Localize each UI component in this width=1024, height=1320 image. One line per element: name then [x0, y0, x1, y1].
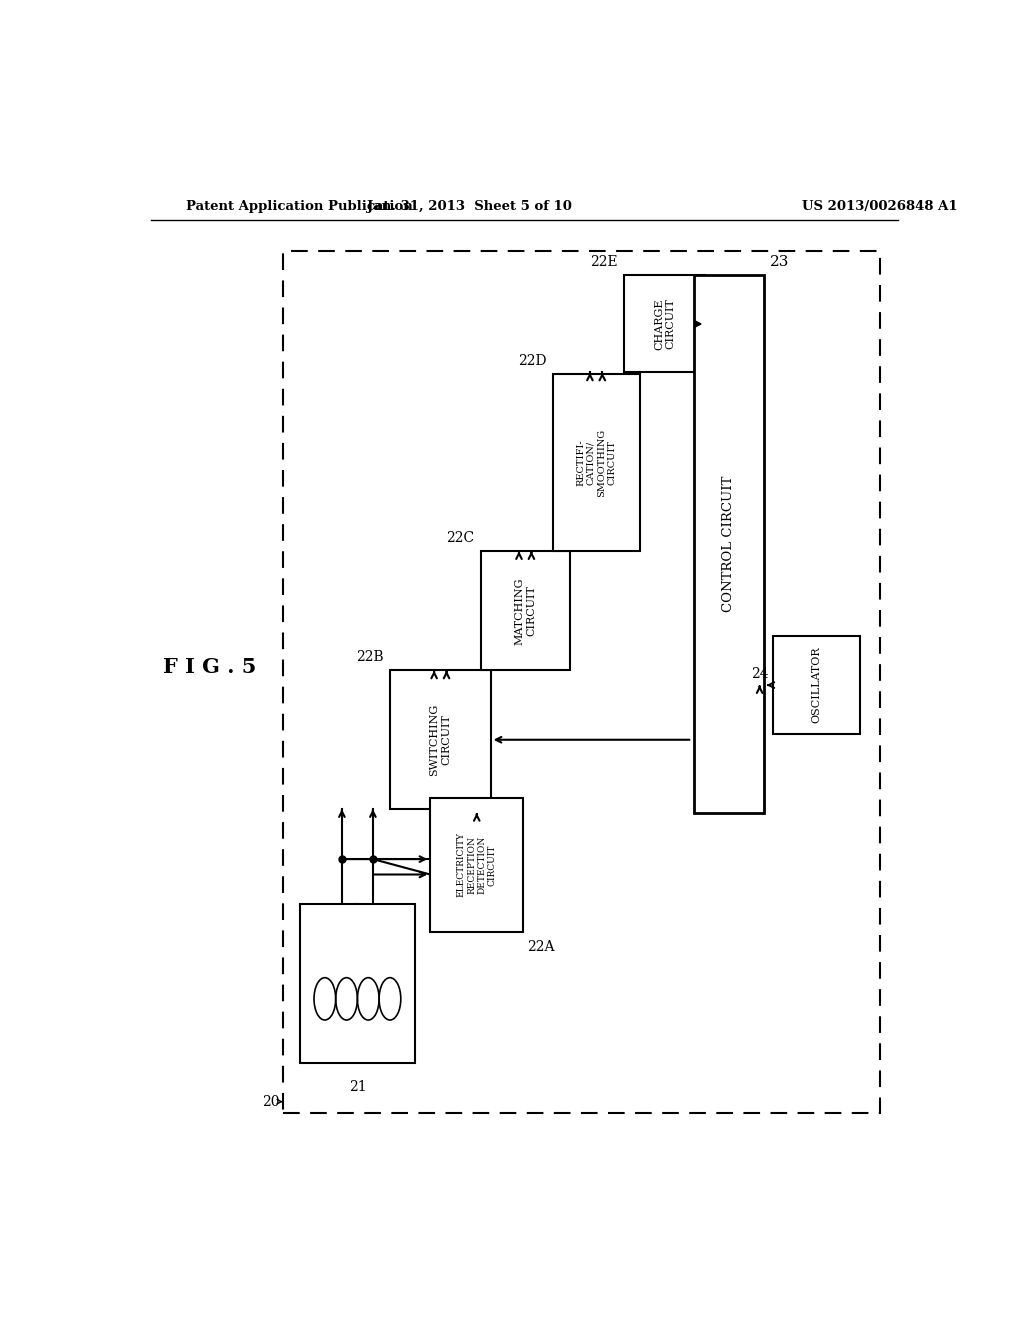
Text: US 2013/0026848 A1: US 2013/0026848 A1	[802, 199, 957, 213]
Text: ELECTRICITY
RECEPTION
DETECTION
CIRCUIT: ELECTRICITY RECEPTION DETECTION CIRCUIT	[457, 833, 497, 898]
Bar	[283, 251, 880, 1113]
Text: RECTIFI-
CATION/
SMOOTHING
CIRCUIT: RECTIFI- CATION/ SMOOTHING CIRCUIT	[575, 429, 616, 496]
Text: 21: 21	[348, 1080, 367, 1094]
Text: CHARGE
CIRCUIT: CHARGE CIRCUIT	[654, 298, 676, 350]
Text: 22E: 22E	[590, 255, 617, 269]
Text: 22A: 22A	[527, 940, 555, 954]
Bar	[773, 636, 860, 734]
Text: MATCHING
CIRCUIT: MATCHING CIRCUIT	[514, 577, 536, 644]
Text: 22D: 22D	[518, 354, 547, 368]
Bar	[480, 552, 569, 671]
Bar	[553, 374, 640, 552]
Text: 20: 20	[262, 1094, 280, 1109]
Text: CONTROL CIRCUIT: CONTROL CIRCUIT	[722, 477, 735, 612]
Bar	[300, 904, 415, 1063]
Text: 24: 24	[752, 667, 769, 681]
Text: SWITCHING
CIRCUIT: SWITCHING CIRCUIT	[429, 704, 452, 776]
Bar	[390, 671, 490, 809]
Text: 23: 23	[770, 255, 790, 269]
Text: OSCILLATOR: OSCILLATOR	[812, 647, 821, 723]
Bar	[624, 276, 706, 372]
Text: Patent Application Publication: Patent Application Publication	[186, 199, 413, 213]
Text: 22C: 22C	[446, 531, 474, 545]
Bar	[693, 276, 764, 813]
Text: Jan. 31, 2013  Sheet 5 of 10: Jan. 31, 2013 Sheet 5 of 10	[367, 199, 571, 213]
Bar	[430, 797, 523, 932]
Text: 22B: 22B	[356, 651, 384, 664]
Text: F I G . 5: F I G . 5	[163, 656, 256, 677]
